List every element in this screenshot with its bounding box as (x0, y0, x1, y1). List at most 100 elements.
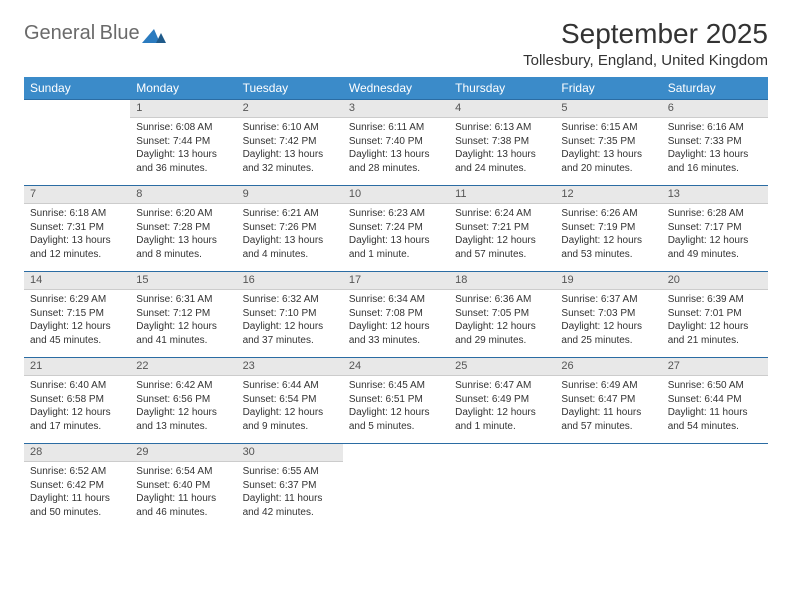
day-number-cell: 20 (662, 272, 768, 290)
daylight-text: Daylight: 13 hours and 20 minutes. (561, 148, 655, 175)
day-number-cell: 7 (24, 186, 130, 204)
day-number-cell (24, 100, 130, 118)
weekday-header: Wednesday (343, 77, 449, 100)
day-number-cell: 30 (237, 444, 343, 462)
content-row: Sunrise: 6:08 AMSunset: 7:44 PMDaylight:… (24, 118, 768, 186)
weekday-header: Sunday (24, 77, 130, 100)
sunrise-text: Sunrise: 6:31 AM (136, 293, 230, 307)
daylight-text: Daylight: 12 hours and 25 minutes. (561, 320, 655, 347)
sunset-text: Sunset: 7:38 PM (455, 135, 549, 149)
day-content-cell: Sunrise: 6:49 AMSunset: 6:47 PMDaylight:… (555, 376, 661, 444)
sunrise-text: Sunrise: 6:54 AM (136, 465, 230, 479)
sunrise-text: Sunrise: 6:10 AM (243, 121, 337, 135)
daylight-text: Daylight: 12 hours and 21 minutes. (668, 320, 762, 347)
daylight-text: Daylight: 13 hours and 36 minutes. (136, 148, 230, 175)
day-number-cell: 4 (449, 100, 555, 118)
sunrise-text: Sunrise: 6:40 AM (30, 379, 124, 393)
brand-triangle-icon (142, 25, 166, 43)
day-content-cell: Sunrise: 6:36 AMSunset: 7:05 PMDaylight:… (449, 290, 555, 358)
day-content-cell: Sunrise: 6:21 AMSunset: 7:26 PMDaylight:… (237, 204, 343, 272)
daylight-text: Daylight: 12 hours and 17 minutes. (30, 406, 124, 433)
day-number-cell (449, 444, 555, 462)
day-number-cell: 19 (555, 272, 661, 290)
day-number-cell: 3 (343, 100, 449, 118)
daylight-text: Daylight: 12 hours and 5 minutes. (349, 406, 443, 433)
sunrise-text: Sunrise: 6:20 AM (136, 207, 230, 221)
sunset-text: Sunset: 6:56 PM (136, 393, 230, 407)
day-content-cell: Sunrise: 6:13 AMSunset: 7:38 PMDaylight:… (449, 118, 555, 186)
day-content-cell: Sunrise: 6:28 AMSunset: 7:17 PMDaylight:… (662, 204, 768, 272)
day-content-cell: Sunrise: 6:10 AMSunset: 7:42 PMDaylight:… (237, 118, 343, 186)
content-row: Sunrise: 6:52 AMSunset: 6:42 PMDaylight:… (24, 462, 768, 530)
day-number-cell: 1 (130, 100, 236, 118)
day-content-cell (662, 462, 768, 530)
sunset-text: Sunset: 7:21 PM (455, 221, 549, 235)
daylight-text: Daylight: 11 hours and 50 minutes. (30, 492, 124, 519)
day-number-cell: 17 (343, 272, 449, 290)
day-content-cell: Sunrise: 6:52 AMSunset: 6:42 PMDaylight:… (24, 462, 130, 530)
sunrise-text: Sunrise: 6:15 AM (561, 121, 655, 135)
brand-word2: Blue (100, 22, 140, 44)
day-number-cell: 2 (237, 100, 343, 118)
sunrise-text: Sunrise: 6:47 AM (455, 379, 549, 393)
sunset-text: Sunset: 7:03 PM (561, 307, 655, 321)
day-number-cell: 29 (130, 444, 236, 462)
sunset-text: Sunset: 6:58 PM (30, 393, 124, 407)
sunset-text: Sunset: 7:01 PM (668, 307, 762, 321)
daylight-text: Daylight: 13 hours and 24 minutes. (455, 148, 549, 175)
daynum-row: 21222324252627 (24, 358, 768, 376)
sunrise-text: Sunrise: 6:24 AM (455, 207, 549, 221)
day-number-cell: 6 (662, 100, 768, 118)
day-number-cell: 25 (449, 358, 555, 376)
page-header: General Blue September 2025 Tollesbury, … (24, 18, 768, 69)
day-number-cell (662, 444, 768, 462)
sunrise-text: Sunrise: 6:08 AM (136, 121, 230, 135)
day-content-cell: Sunrise: 6:16 AMSunset: 7:33 PMDaylight:… (662, 118, 768, 186)
sunrise-text: Sunrise: 6:11 AM (349, 121, 443, 135)
day-content-cell: Sunrise: 6:34 AMSunset: 7:08 PMDaylight:… (343, 290, 449, 358)
sunset-text: Sunset: 7:12 PM (136, 307, 230, 321)
sunset-text: Sunset: 7:17 PM (668, 221, 762, 235)
content-row: Sunrise: 6:18 AMSunset: 7:31 PM Daylight:… (24, 204, 768, 272)
sunrise-text: Sunrise: 6:21 AM (243, 207, 337, 221)
daylight-text: Daylight: 11 hours and 57 minutes. (561, 406, 655, 433)
day-number-cell: 5 (555, 100, 661, 118)
daynum-row: 14151617181920 (24, 272, 768, 290)
sunrise-text: Sunrise: 6:18 AM (30, 207, 124, 221)
day-number-cell: 18 (449, 272, 555, 290)
day-number-cell: 13 (662, 186, 768, 204)
day-content-cell (555, 462, 661, 530)
day-content-cell: Sunrise: 6:37 AMSunset: 7:03 PMDaylight:… (555, 290, 661, 358)
day-content-cell: Sunrise: 6:40 AMSunset: 6:58 PMDaylight:… (24, 376, 130, 444)
sunset-text: Sunset: 7:05 PM (455, 307, 549, 321)
sunset-text: Sunset: 6:49 PM (455, 393, 549, 407)
sunset-text: Sunset: 7:15 PM (30, 307, 124, 321)
sunset-text: Sunset: 6:47 PM (561, 393, 655, 407)
sunset-text: Sunset: 7:31 PM (30, 221, 124, 235)
daylight-text: Daylight: 12 hours and 29 minutes. (455, 320, 549, 347)
sunrise-text: Sunrise: 6:36 AM (455, 293, 549, 307)
day-content-cell: Sunrise: 6:39 AMSunset: 7:01 PMDaylight:… (662, 290, 768, 358)
day-content-cell: Sunrise: 6:42 AMSunset: 6:56 PMDaylight:… (130, 376, 236, 444)
sunrise-text: Sunrise: 6:13 AM (455, 121, 549, 135)
daylight-text: Daylight: 13 hours and 28 minutes. (349, 148, 443, 175)
daylight-text: Daylight: 12 hours and 9 minutes. (243, 406, 337, 433)
daynum-row: 282930 (24, 444, 768, 462)
day-content-cell: Sunrise: 6:29 AMSunset: 7:15 PMDaylight:… (24, 290, 130, 358)
day-content-cell: Sunrise: 6:26 AMSunset: 7:19 PMDaylight:… (555, 204, 661, 272)
weekday-header: Saturday (662, 77, 768, 100)
sunrise-text: Sunrise: 6:23 AM (349, 207, 443, 221)
daylight-text: Daylight: 13 hours and 4 minutes. (243, 234, 337, 261)
day-content-cell: Sunrise: 6:55 AMSunset: 6:37 PMDaylight:… (237, 462, 343, 530)
sunrise-text: Sunrise: 6:28 AM (668, 207, 762, 221)
sunset-text: Sunset: 7:33 PM (668, 135, 762, 149)
sunset-text: Sunset: 6:40 PM (136, 479, 230, 493)
day-number-cell: 23 (237, 358, 343, 376)
weekday-header-row: Sunday Monday Tuesday Wednesday Thursday… (24, 77, 768, 100)
daylight-text: Daylight: 12 hours and 45 minutes. (30, 320, 124, 347)
content-row: Sunrise: 6:29 AMSunset: 7:15 PMDaylight:… (24, 290, 768, 358)
sunset-text: Sunset: 7:28 PM (136, 221, 230, 235)
daylight-text: Daylight: 12 hours and 57 minutes. (455, 234, 549, 261)
day-content-cell: Sunrise: 6:47 AMSunset: 6:49 PMDaylight:… (449, 376, 555, 444)
location-text: Tollesbury, England, United Kingdom (523, 52, 768, 69)
